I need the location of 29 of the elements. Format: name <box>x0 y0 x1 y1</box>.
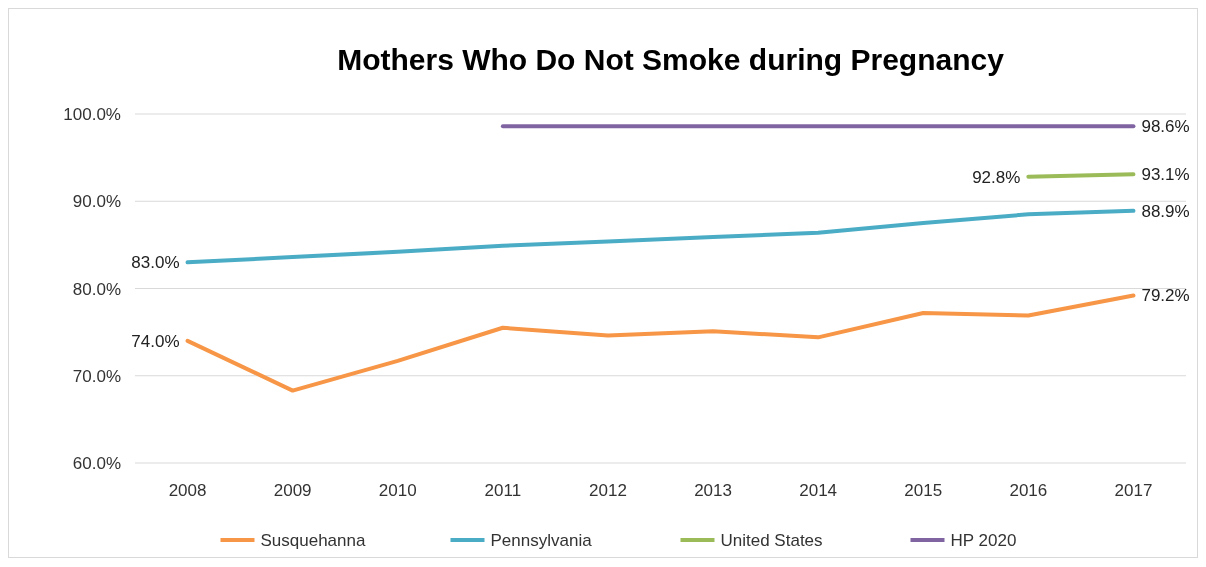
line-series <box>185 293 1136 393</box>
x-tick-label: 2014 <box>799 481 838 500</box>
y-tick-label: 90.0% <box>72 192 121 212</box>
x-tick-label: 2011 <box>484 481 522 500</box>
data-label: 83.0% <box>131 253 180 273</box>
x-tick-label: 2008 <box>168 481 207 500</box>
data-label: 74.0% <box>131 331 180 351</box>
data-label: 79.2% <box>1141 286 1190 306</box>
x-tick-label: 2009 <box>273 481 312 500</box>
legend-label: HP 2020 <box>950 531 1017 550</box>
x-tick-label: 2013 <box>694 481 732 500</box>
y-tick-label: 80.0% <box>72 279 121 299</box>
x-tick-label: 2017 <box>1114 481 1153 500</box>
x-tick-label: 2016 <box>1009 481 1048 500</box>
y-tick-label: 60.0% <box>72 454 121 473</box>
y-tick-label: 70.0% <box>72 366 121 386</box>
x-tick-label: 2010 <box>378 481 417 500</box>
x-tick-label: 2012 <box>589 481 627 500</box>
data-label: 98.6% <box>1141 117 1190 137</box>
data-label: 93.1% <box>1141 165 1190 185</box>
chart-title: Mothers Who Do Not Smoke during Pregnancy <box>337 43 1005 76</box>
legend-label: Pennsylvania <box>490 531 593 550</box>
data-label: 88.9% <box>1141 201 1190 221</box>
line-series <box>185 208 1136 265</box>
legend-label: United States <box>720 531 823 550</box>
legend-label: Susquehanna <box>260 531 366 550</box>
y-tick-label: 100.0% <box>63 105 121 124</box>
x-tick-label: 2015 <box>904 481 943 500</box>
data-label: 92.8% <box>972 167 1021 187</box>
